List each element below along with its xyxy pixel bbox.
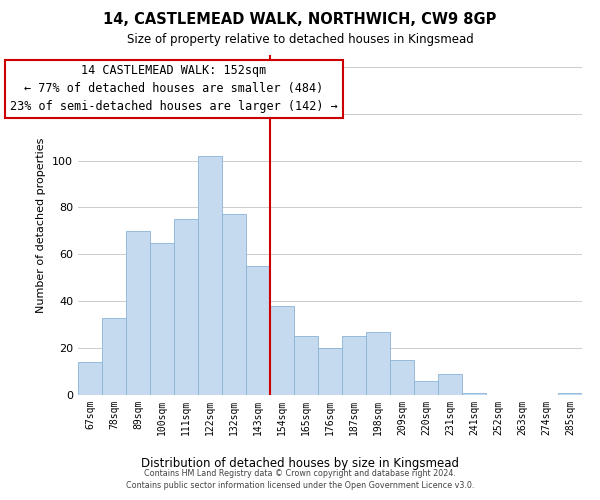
Text: 14 CASTLEMEAD WALK: 152sqm
← 77% of detached houses are smaller (484)
23% of sem: 14 CASTLEMEAD WALK: 152sqm ← 77% of deta… [10, 64, 338, 114]
Bar [102, 318, 126, 395]
Y-axis label: Number of detached properties: Number of detached properties [37, 138, 46, 312]
Bar [390, 360, 414, 395]
Bar [78, 362, 102, 395]
Bar [414, 381, 438, 395]
Bar [246, 266, 270, 395]
Bar [126, 231, 150, 395]
Bar [222, 214, 246, 395]
Bar [270, 306, 294, 395]
Bar [174, 219, 198, 395]
Text: 14, CASTLEMEAD WALK, NORTHWICH, CW9 8GP: 14, CASTLEMEAD WALK, NORTHWICH, CW9 8GP [103, 12, 497, 28]
Bar [342, 336, 366, 395]
Bar [438, 374, 462, 395]
Text: Distribution of detached houses by size in Kingsmead: Distribution of detached houses by size … [141, 458, 459, 470]
Bar [318, 348, 342, 395]
Text: Contains HM Land Registry data © Crown copyright and database right 2024.
Contai: Contains HM Land Registry data © Crown c… [126, 468, 474, 490]
Bar [198, 156, 222, 395]
Bar [558, 392, 582, 395]
Text: Size of property relative to detached houses in Kingsmead: Size of property relative to detached ho… [127, 32, 473, 46]
Bar [150, 242, 174, 395]
Bar [294, 336, 318, 395]
Bar [366, 332, 390, 395]
Bar [462, 392, 486, 395]
